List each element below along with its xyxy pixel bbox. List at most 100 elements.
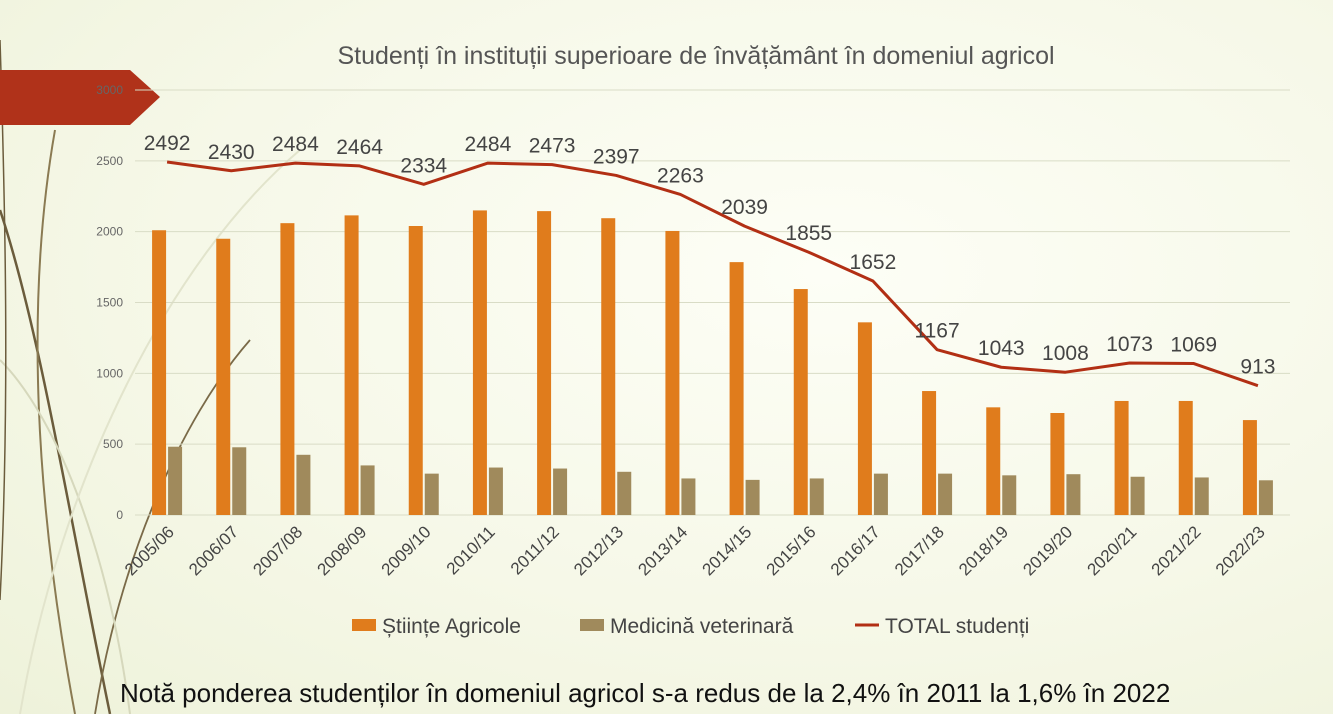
bar-stiinte-agricole [216,238,231,515]
x-tick-label: 2022/23 [1212,522,1269,579]
bar-medicina-veterinara [232,447,247,515]
x-tick-label: 2021/22 [1148,522,1205,579]
data-label-total: 1652 [850,251,897,274]
legend-swatch [580,619,604,631]
bar-medicina-veterinara [617,471,632,515]
y-tick-label: 3000 [96,83,123,97]
decor-line [0,359,131,714]
y-tick-label: 1000 [96,366,123,380]
bar-medicina-veterinara [168,446,183,515]
bar-stiinte-agricole [922,391,937,515]
bar-stiinte-agricole [537,211,552,515]
bar-medicina-veterinara [873,473,888,515]
x-axis-ticks: 2005/06 2006/07 2007/08 2008/09 2009/10 2010/… [121,522,1269,579]
legend-label: Științe Agricole [382,615,521,638]
bar-medicina-veterinara [681,478,696,515]
data-label-total: 2464 [336,136,383,159]
decor-line [0,209,112,714]
x-tick-label: 2020/21 [1084,522,1141,579]
data-label-total: 2492 [144,132,191,155]
x-tick-label: 2006/07 [185,522,242,579]
x-tick-label: 2009/10 [378,522,435,579]
data-label-total: 2484 [272,133,319,156]
data-label-total: 913 [1240,356,1275,379]
y-axis-ticks: 0 500 1000 1500 2000 2500 3000 [96,83,123,522]
bar-stiinte-agricole [472,210,487,515]
bar-medicina-veterinara [360,465,375,515]
x-tick-label: 2017/18 [891,522,948,579]
y-tick-label: 0 [116,508,123,522]
y-tick-label: 2500 [96,154,123,168]
bar-stiinte-agricole [729,262,744,515]
data-label-total: 2430 [208,141,255,164]
bar-stiinte-agricole [1050,413,1065,515]
bars [152,210,1273,516]
legend: Științe Agricole Medicină veterinară TOTAL… [352,615,1029,638]
bar-stiinte-agricole [986,407,1001,515]
x-tick-label: 2014/15 [699,522,756,579]
x-tick-label: 2005/06 [121,522,178,579]
x-tick-label: 2011/12 [507,522,563,578]
y-tick-label: 500 [103,437,123,451]
footnote: Notă ponderea studenților în domeniul ag… [120,678,1171,708]
decor-line [19,149,301,714]
bar-stiinte-agricole [793,289,808,515]
bar-stiinte-agricole [1114,400,1129,515]
data-label-total: 2334 [400,154,447,177]
bar-stiinte-agricole [1178,400,1193,515]
x-tick-label: 2013/14 [634,522,691,579]
data-label-total: 1855 [785,222,832,245]
data-label-total: 2263 [657,164,704,187]
bar-medicina-veterinara [1258,480,1273,515]
bar-medicina-veterinara [745,479,760,515]
data-label-total: 2473 [529,135,576,158]
accent-banner [0,70,160,125]
bar-medicina-veterinara [1002,475,1017,515]
bar-medicina-veterinara [1066,474,1081,515]
data-label-total: 1073 [1106,333,1153,356]
data-label-total: 1008 [1042,342,1089,365]
chart-title: Studenți în instituții superioare de înv… [337,42,1054,70]
x-tick-label: 2018/19 [955,522,1012,579]
x-tick-label: 2010/11 [443,522,499,578]
y-tick-label: 2000 [96,225,123,239]
x-tick-label: 2008/09 [314,522,371,579]
y-tick-label: 1500 [96,296,123,310]
bar-medicina-veterinara [424,473,439,515]
x-tick-label: 2016/17 [827,522,884,579]
bar-stiinte-agricole [408,226,423,515]
data-label-total: 1167 [914,320,959,343]
bar-medicina-veterinara [938,473,953,515]
series-line-total [166,160,1259,388]
x-tick-label: 2015/16 [763,522,820,579]
legend-swatch [352,619,376,631]
legend-label: TOTAL studenți [885,615,1029,638]
data-label-total: 1069 [1170,334,1217,357]
bar-medicina-veterinara [1194,477,1209,515]
x-tick-label: 2019/20 [1019,522,1076,579]
bar-stiinte-agricole [857,322,872,515]
legend-label: Medicină veterinară [610,615,794,638]
data-label-total: 2484 [465,133,512,156]
bar-medicina-veterinara [809,478,824,515]
bar-medicina-veterinara [553,468,568,515]
x-tick-label: 2007/08 [249,522,306,579]
bar-stiinte-agricole [344,215,359,515]
total-line [166,160,1259,388]
bar-medicina-veterinara [488,467,503,515]
decor-line [36,129,76,714]
data-label-total: 1043 [978,337,1025,360]
bar-medicina-veterinara [1130,476,1145,515]
bar-stiinte-agricole [601,218,616,516]
gridlines [135,89,1290,516]
data-label-total: 2397 [593,145,640,168]
bar-stiinte-agricole [280,223,295,515]
bar-stiinte-agricole [665,230,680,516]
bar-stiinte-agricole [152,230,167,515]
data-labels: 2492 2430 2484 2464 2334 2484 2473 2397 2263 2039… [144,132,1276,379]
bar-medicina-veterinara [296,454,311,515]
bar-stiinte-agricole [1242,420,1257,515]
x-tick-label: 2012/13 [570,522,627,579]
